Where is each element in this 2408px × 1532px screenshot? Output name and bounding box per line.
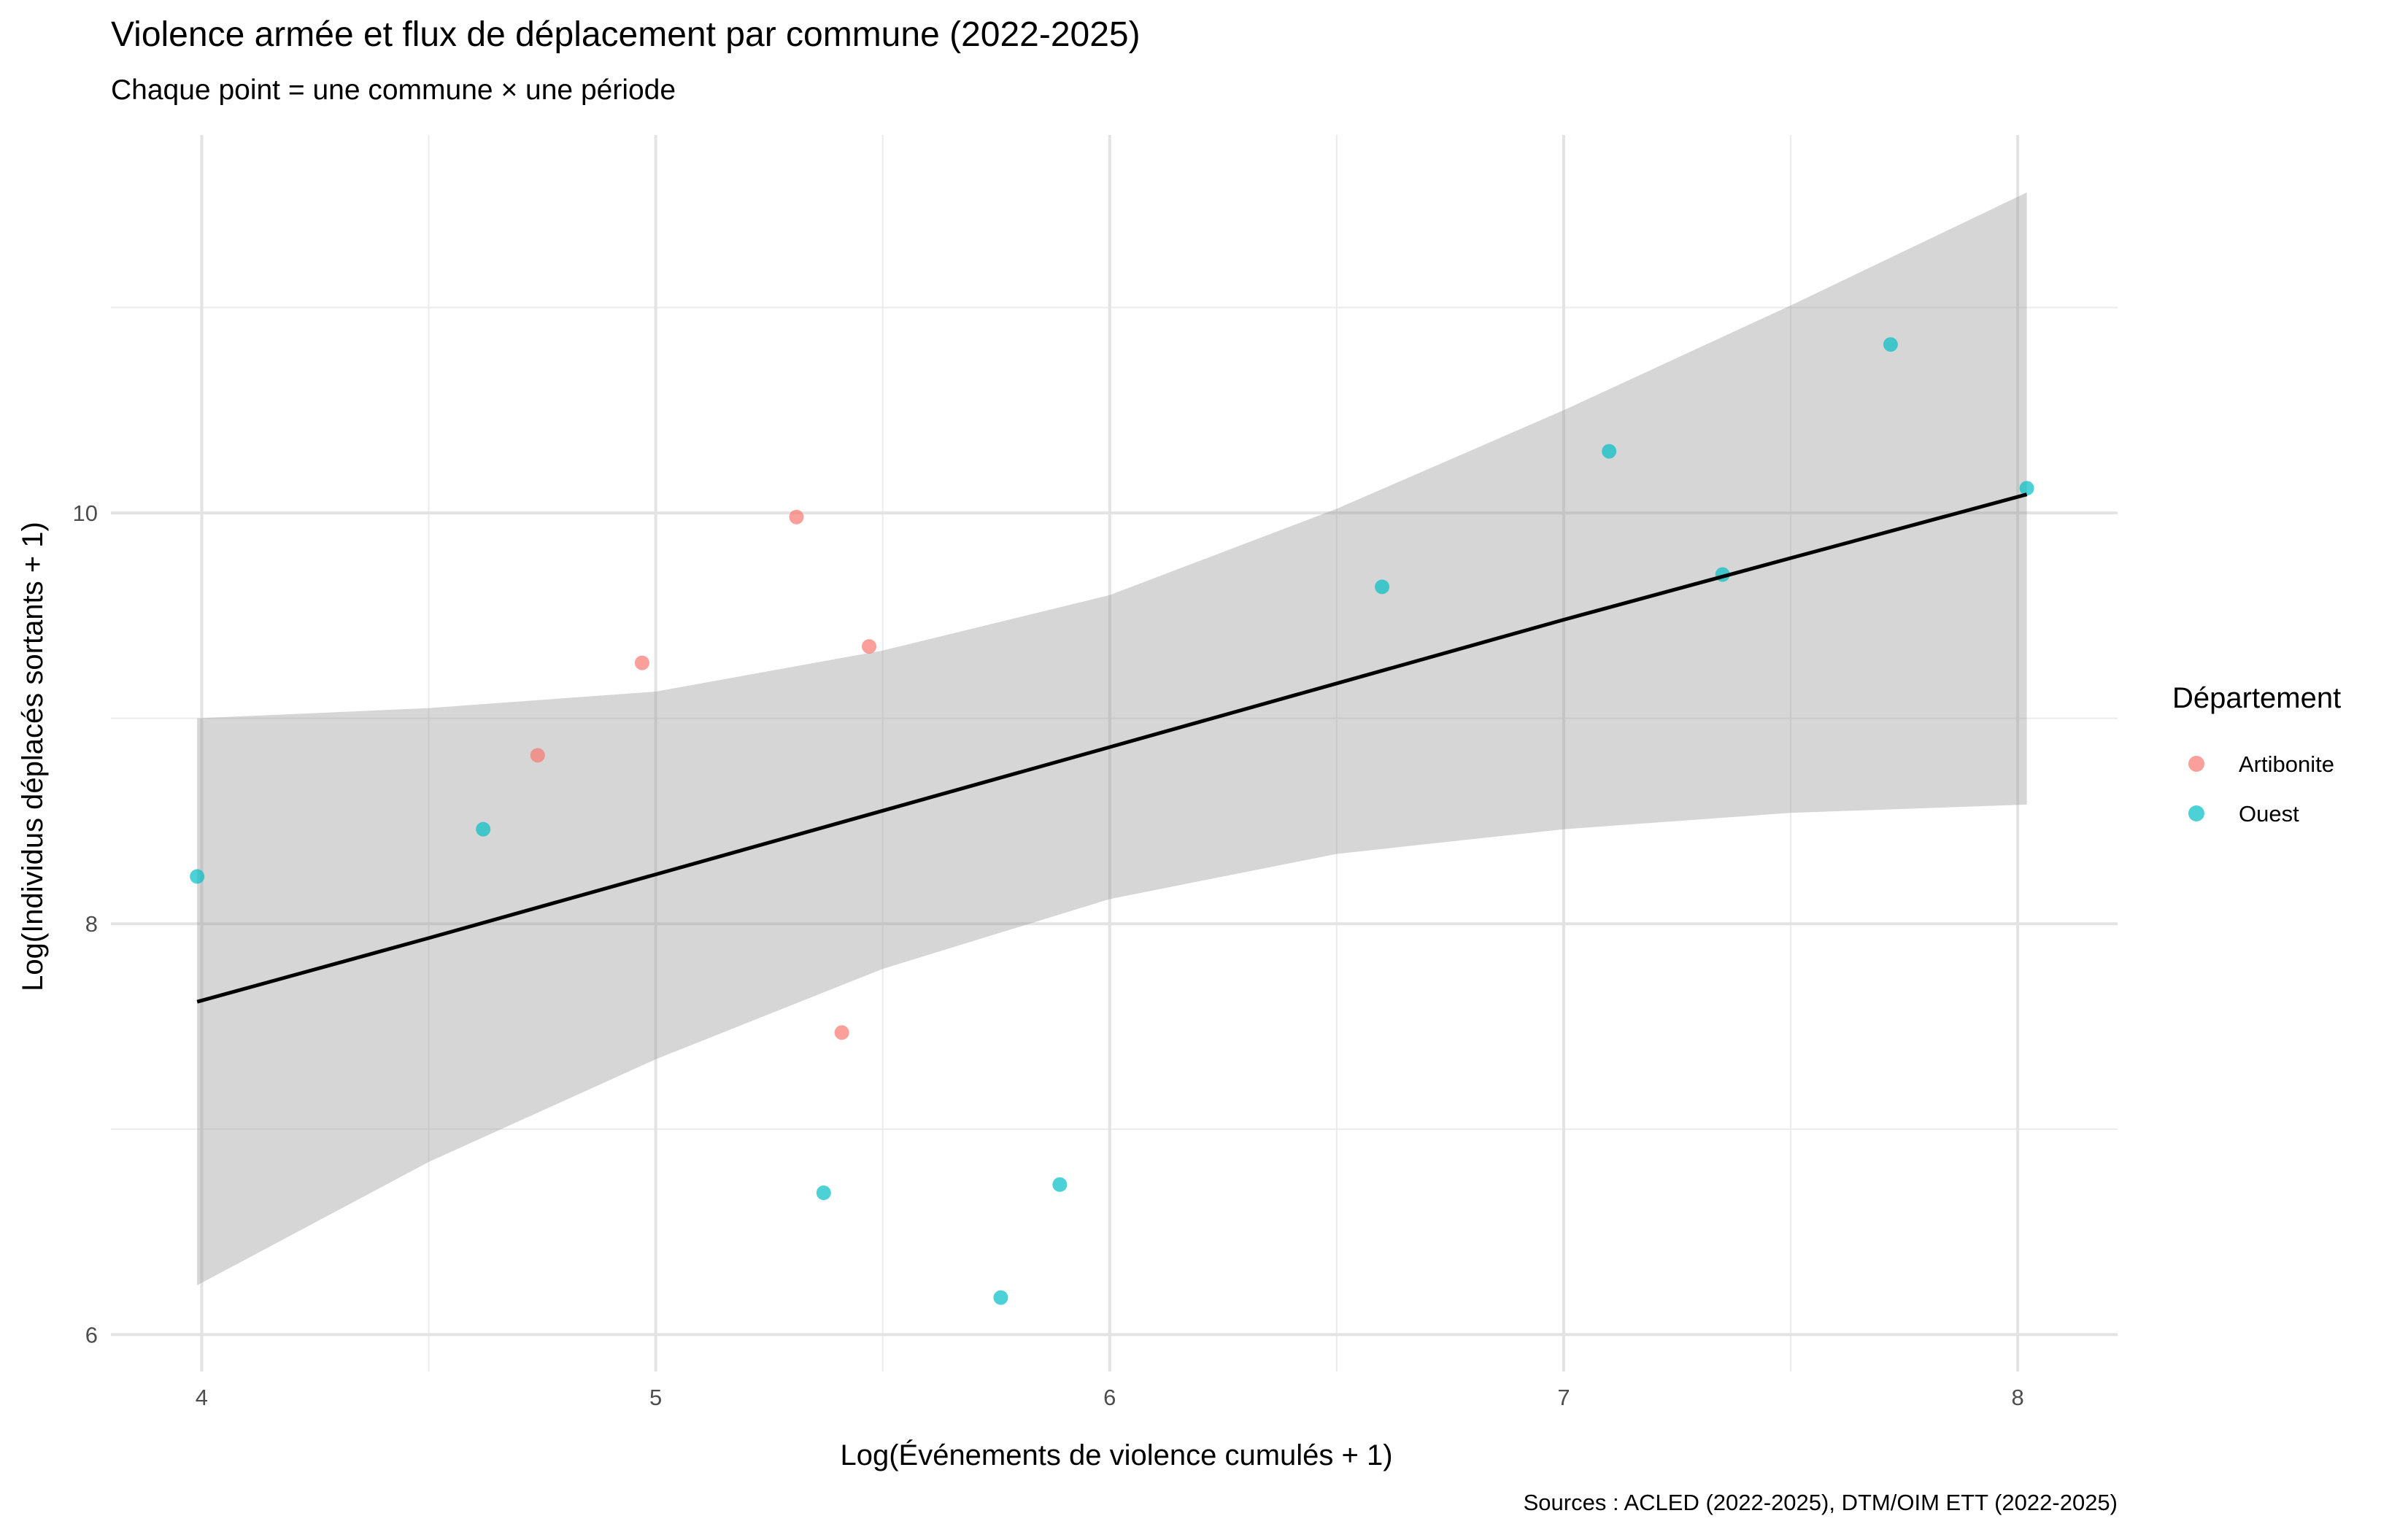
data-point-artibonite [634, 655, 649, 670]
chart-title: Violence armée et flux de déplacement pa… [111, 15, 1141, 54]
data-point-ouest [1602, 444, 1617, 459]
regression-line [196, 492, 2028, 1004]
grid-layer [111, 135, 2118, 1372]
data-point-artibonite [530, 748, 545, 763]
y-tick-label: 8 [85, 911, 98, 937]
data-point-artibonite [862, 639, 877, 654]
x-tick-label: 8 [2011, 1385, 2023, 1410]
data-point-ouest [1375, 579, 1390, 595]
x-tick-label: 7 [1557, 1385, 1570, 1410]
chart-caption: Sources : ACLED (2022-2025), DTM/OIM ETT… [1524, 1490, 2118, 1515]
y-tick-label: 6 [85, 1322, 98, 1347]
data-point-ouest [190, 869, 205, 884]
data-point-artibonite [834, 1025, 849, 1040]
data-point-ouest [1052, 1177, 1068, 1192]
legend-entries: Artibonite Ouest [2188, 751, 2334, 827]
confidence-band-layer [197, 192, 2027, 1285]
legend-key-artibonite [2188, 756, 2204, 772]
x-axis-title: Log(Événements de violence cumulés + 1) [840, 1439, 1392, 1471]
point-layer [190, 337, 2034, 1305]
x-tick-label: 6 [1103, 1385, 1116, 1410]
legend-key-ouest [2188, 805, 2204, 821]
y-tick-label: 10 [73, 500, 98, 526]
data-point-ouest [816, 1185, 831, 1201]
x-tick-label: 5 [649, 1385, 662, 1410]
legend-label-ouest: Ouest [2239, 801, 2299, 827]
data-point-ouest [2019, 481, 2034, 496]
legend: Département Artibonite Ouest [2172, 682, 2341, 827]
chart-subtitle: Chaque point = une commune × une période [111, 74, 676, 106]
x-tick-label: 4 [196, 1385, 208, 1410]
tick-label-layer: 4 5 6 7 8 6 8 10 [73, 500, 2024, 1410]
data-point-artibonite [789, 509, 804, 525]
legend-title: Département [2172, 682, 2341, 714]
data-point-ouest [476, 821, 491, 837]
data-point-ouest [993, 1290, 1008, 1305]
data-point-ouest [1883, 337, 1898, 352]
confidence-band [197, 192, 2027, 1285]
y-axis-title: Log(Individus déplacés sortants + 1) [17, 522, 49, 991]
fit-line-layer [196, 492, 2028, 1004]
legend-label-artibonite: Artibonite [2239, 751, 2334, 777]
